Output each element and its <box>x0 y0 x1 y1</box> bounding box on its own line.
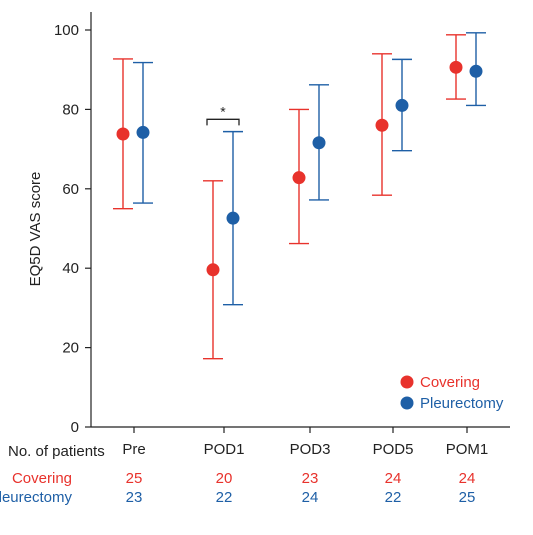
legend-label-pleurectomy: Pleurectomy <box>420 395 504 412</box>
x-tick-label: POD3 <box>290 441 331 458</box>
mean-point-covering <box>449 60 463 74</box>
x-tick-label: POD1 <box>204 441 245 458</box>
x-tick-label: Pre <box>122 441 145 458</box>
mean-point-covering <box>375 118 389 132</box>
legend: Covering Pleurectomy <box>400 374 504 412</box>
mean-point-covering <box>206 263 220 277</box>
cell: 24 <box>384 470 402 487</box>
cell: 25 <box>125 470 143 487</box>
y-tick-label: 0 <box>71 419 79 436</box>
error-bars: * <box>113 32 486 360</box>
mean-point-covering <box>116 127 130 141</box>
mean-point-pleurectomy <box>312 136 326 150</box>
significance-marker: * <box>220 103 226 119</box>
cell: 20 <box>215 470 233 487</box>
chart: 0 20 40 60 80 100 Pre POD1 POD3 POD5 POM1 * Coveri… <box>27 12 510 458</box>
cell: 24 <box>301 489 319 506</box>
cell: 23 <box>125 489 143 506</box>
legend-marker-covering <box>400 375 414 389</box>
significance-bracket <box>206 118 240 126</box>
legend-label-covering: Covering <box>420 374 480 391</box>
axes: 0 20 40 60 80 100 Pre POD1 POD3 POD5 POM1 <box>54 12 510 458</box>
y-tick-label: 20 <box>62 340 79 357</box>
cell: 22 <box>215 489 233 506</box>
mean-point-pleurectomy <box>226 211 240 225</box>
mean-point-pleurectomy <box>469 64 483 78</box>
cell: 22 <box>384 489 402 506</box>
mean-point-pleurectomy <box>136 125 150 139</box>
mean-point-pleurectomy <box>395 98 409 112</box>
patients-row-covering: Covering 25 20 23 24 24 <box>0 470 533 490</box>
y-tick-label: 80 <box>62 101 79 118</box>
y-tick-label: 40 <box>62 260 79 277</box>
x-tick-label: POM1 <box>446 441 489 458</box>
mean-point-covering <box>292 171 306 185</box>
y-tick-label: 60 <box>62 181 79 198</box>
cell: 24 <box>458 470 476 487</box>
legend-marker-pleurectomy <box>400 396 414 410</box>
patients-table-header: No. of patients <box>8 443 105 460</box>
cell: 25 <box>458 489 476 506</box>
cell: 23 <box>301 470 319 487</box>
row-label-pleurectomy: Pleurectomy <box>0 489 72 506</box>
x-tick-label: POD5 <box>373 441 414 458</box>
patients-row-pleurectomy: Pleurectomy 23 22 24 22 25 <box>0 489 533 509</box>
y-tick-label: 100 <box>54 22 79 39</box>
row-label-covering: Covering <box>11 470 72 487</box>
y-axis-label: EQ5D VAS score <box>27 172 44 287</box>
